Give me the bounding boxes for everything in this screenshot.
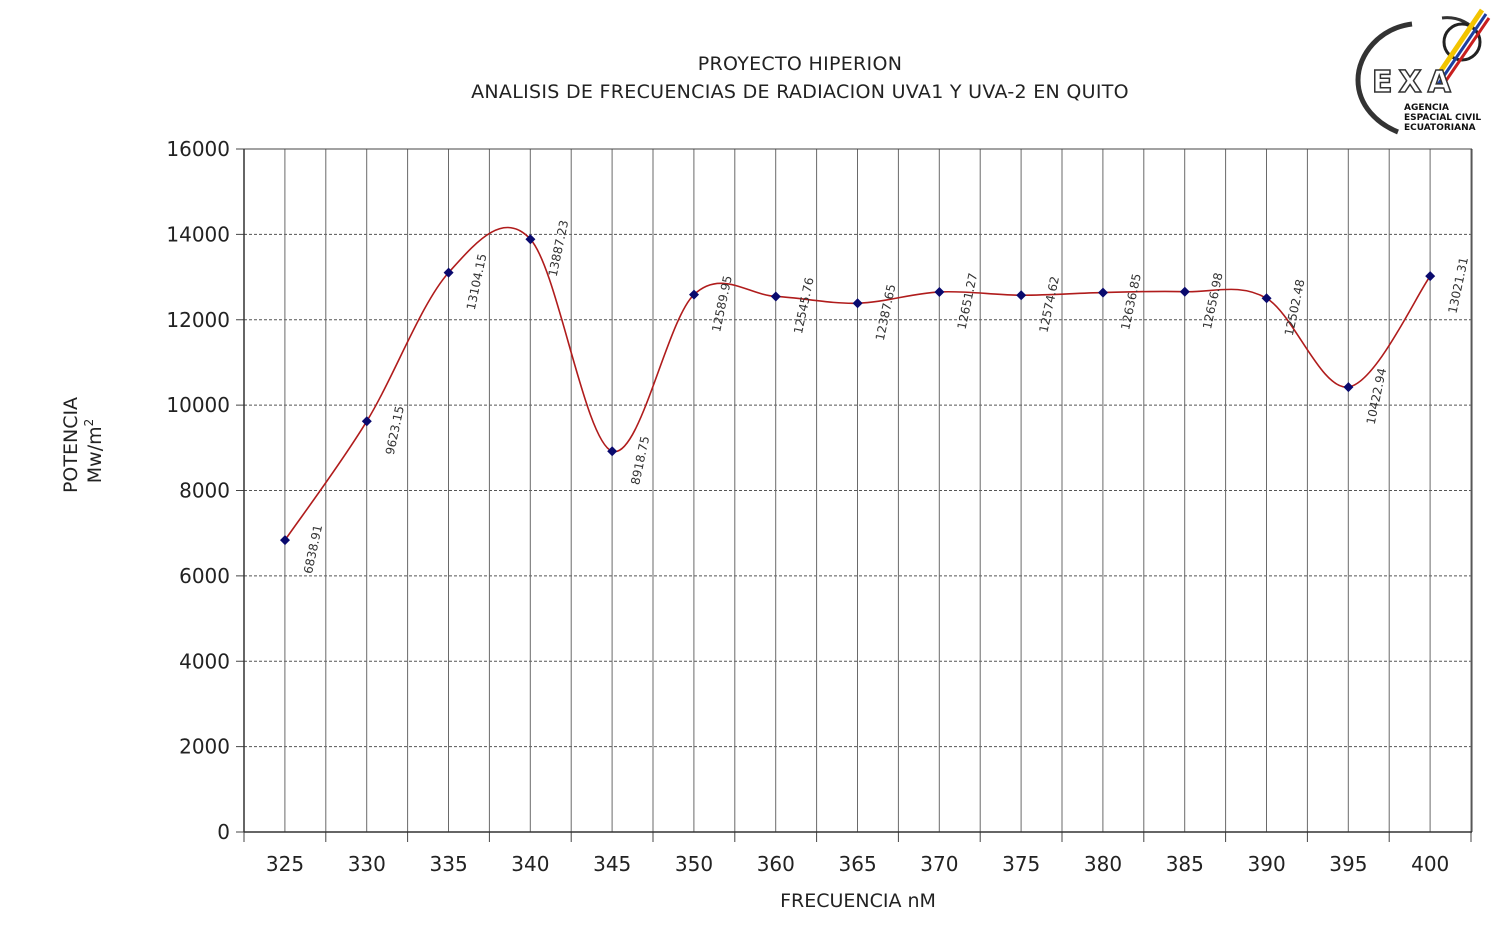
data-point — [1179, 286, 1190, 297]
logo-stripe-red — [1439, 17, 1491, 89]
axes: 0 2000 4000 6000 8000 10000 12000 14000 16000 325… — [166, 137, 1473, 876]
logo-stripe-yellow — [1429, 8, 1485, 86]
data-label: 6838.91 — [301, 524, 325, 575]
y-tick-label: 0 — [217, 820, 230, 844]
data-point — [1261, 293, 1272, 304]
y-axis-title-line2: Mw/m2 — [82, 419, 106, 483]
y-axis-unit: Mw/m — [84, 426, 106, 483]
data-label: 12545.76 — [791, 276, 817, 335]
x-tick-label: 375 — [1002, 852, 1040, 876]
x-axis-title: FRECUENCIA nM — [780, 890, 936, 912]
y-axis-title-line1: POTENCIA — [60, 397, 82, 493]
data-label: 12574.62 — [1036, 275, 1062, 334]
logo-arc — [1355, 21, 1413, 135]
chart-subtitle: ANALISIS DE FRECUENCIAS DE RADIACION UVA… — [471, 81, 1129, 103]
data-label: 9623.15 — [383, 405, 407, 456]
x-tick-label: 340 — [511, 852, 549, 876]
y-tick-label: 14000 — [166, 222, 230, 246]
data-label: 10422.94 — [1364, 367, 1390, 426]
x-tick-label: 395 — [1329, 852, 1367, 876]
y-tick-label: 8000 — [179, 479, 230, 503]
data-label: 12387.65 — [873, 283, 899, 342]
data-point — [934, 286, 945, 297]
data-point — [525, 234, 536, 245]
y-tick-label: 16000 — [166, 137, 230, 161]
data-point — [1425, 271, 1436, 282]
x-tick-label: 360 — [757, 852, 795, 876]
y-tick-label: 10000 — [166, 393, 230, 417]
logo-text-line2: ESPACIAL CIVIL — [1404, 113, 1481, 123]
series — [280, 226, 1436, 546]
x-tick-label: 335 — [430, 852, 468, 876]
data-label: 12656.98 — [1200, 271, 1226, 330]
x-tick-label: 400 — [1411, 852, 1449, 876]
logo-text-line3: ECUATORIANA — [1404, 123, 1476, 133]
data-point — [280, 535, 290, 546]
data-label: 12502.48 — [1282, 278, 1308, 337]
x-tick-label: 350 — [675, 852, 713, 876]
data-point — [361, 416, 372, 427]
x-tick-label: 325 — [266, 852, 304, 876]
x-tick-label: 345 — [593, 852, 631, 876]
x-tick-label: 385 — [1166, 852, 1204, 876]
y-axis-title: POTENCIA Mw/m2 — [60, 397, 106, 493]
data-label: 12589.95 — [709, 274, 735, 333]
y-tick-label: 4000 — [179, 649, 230, 673]
data-point — [852, 298, 863, 309]
data-point — [770, 291, 781, 302]
y-tick-label: 12000 — [166, 308, 230, 332]
y-axis-unit-exponent: 2 — [82, 419, 96, 427]
y-tick-label: 6000 — [179, 564, 230, 588]
y-tick-label: 2000 — [179, 735, 230, 759]
exa-logo: EXA AGENCIA ESPACIAL CIVIL ECUATORIANA — [1355, 8, 1491, 135]
data-label: 12636.85 — [1118, 272, 1144, 331]
grid — [244, 149, 1472, 832]
x-tick-label: 365 — [839, 852, 877, 876]
data-label: 12651.27 — [955, 272, 981, 331]
logo-text-line1: AGENCIA — [1404, 103, 1449, 113]
data-point — [1016, 290, 1027, 301]
logo-letters: EXA — [1372, 65, 1457, 100]
labels: 6838.91 9623.15 13104.15 13887.23 8918.75 125… — [301, 219, 1471, 575]
chart-title: PROYECTO HIPERION — [697, 53, 903, 75]
data-point — [1343, 382, 1354, 393]
x-tick-label: 370 — [920, 852, 958, 876]
data-point — [607, 446, 618, 457]
data-label: 13887.23 — [546, 219, 572, 278]
data-label: 13104.15 — [464, 252, 490, 311]
logo-stripe-blue — [1435, 13, 1488, 87]
data-label: 13021.31 — [1445, 256, 1471, 315]
data-point — [1098, 287, 1108, 298]
data-label: 8918.75 — [628, 435, 652, 486]
x-tick-label: 380 — [1084, 852, 1122, 876]
x-tick-label: 330 — [348, 852, 386, 876]
data-point — [443, 267, 454, 278]
data-point — [689, 289, 699, 300]
x-tick-label: 390 — [1248, 852, 1286, 876]
